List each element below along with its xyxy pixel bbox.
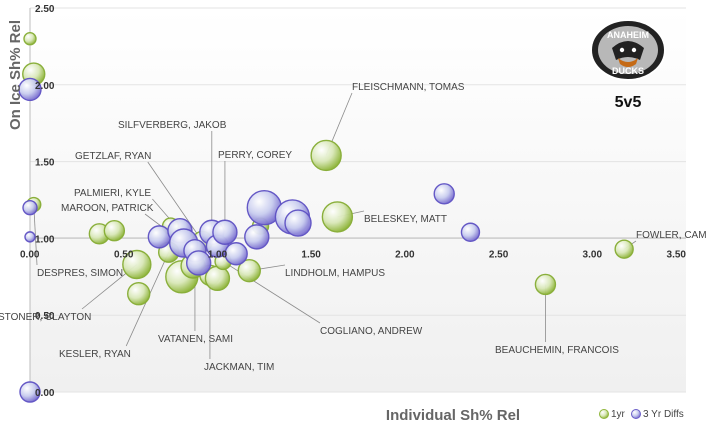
bubble-1yr xyxy=(237,258,261,283)
player-label: GETZLAF, RYAN xyxy=(75,151,151,162)
leader-line xyxy=(147,161,203,242)
bubble-3yr-diff xyxy=(147,225,172,249)
legend-label-3yr: 3 Yr Diffs xyxy=(643,409,684,420)
bubble-3yr-diff xyxy=(22,199,38,216)
game-state-label: 5v5 xyxy=(615,94,642,111)
x-tick-label: 0.50 xyxy=(114,249,134,260)
bubble-1yr xyxy=(534,273,557,296)
player-label: FOWLER, CAM xyxy=(636,230,707,241)
player-label: MAROON, PATRICK xyxy=(61,203,154,214)
bubble-3yr-diff xyxy=(460,222,481,242)
y-tick-label: 1.50 xyxy=(35,158,55,169)
bubble-3yr-diff xyxy=(433,183,455,205)
y-tick-label: 0.50 xyxy=(35,311,55,322)
player-label: SILFVERBERG, JAKOB xyxy=(118,120,227,131)
y-tick-label: 2.00 xyxy=(35,81,55,92)
bubble-1yr xyxy=(122,249,152,280)
x-tick-label: 1.00 xyxy=(208,249,228,260)
player-label: LINDHOLM, HAMPUS xyxy=(285,268,385,279)
x-tick-labels: 0.00 0.50 1.00 1.50 2.00 2.50 3.00 3.50 xyxy=(20,249,686,260)
bubble-1yr xyxy=(103,220,126,242)
legend-label-1yr: 1yr xyxy=(611,409,626,420)
legend-marker-1yr xyxy=(599,409,609,419)
bubble-3yr-diff xyxy=(212,219,238,245)
player-label: FLEISCHMANN, TOMAS xyxy=(352,82,465,93)
bubble-3yr-diff xyxy=(19,381,41,403)
logo-text-top: ANAHEIM xyxy=(607,30,649,40)
player-label: PALMIERI, KYLE xyxy=(74,188,151,199)
logo-text-bottom: DUCKS xyxy=(612,66,644,76)
leader-line xyxy=(33,204,38,266)
x-axis-title: Individual Sh% Rel xyxy=(386,407,520,424)
bubble-1yr xyxy=(23,32,37,46)
x-tick-label: 2.50 xyxy=(489,249,509,260)
duck-mask-icon xyxy=(612,41,644,67)
x-tick-label: 0.00 xyxy=(20,249,40,260)
bubble-1yr xyxy=(321,201,354,233)
x-tick-label: 3.50 xyxy=(667,249,687,260)
bubbles xyxy=(18,32,634,403)
x-tick-label: 2.00 xyxy=(395,249,415,260)
legend: 1yr 3 Yr Diffs xyxy=(599,409,684,420)
bubble-1yr xyxy=(127,281,151,306)
player-label: BELESKEY, MATT xyxy=(364,214,447,225)
player-label: KESLER, RYAN xyxy=(59,349,131,360)
x-tick-label: 1.50 xyxy=(301,249,321,260)
y-tick-label: 2.50 xyxy=(35,4,55,15)
bubble-3yr-diff xyxy=(185,250,212,276)
y-axis-title: On Ice Sh% Rel xyxy=(7,20,24,130)
plot-area xyxy=(30,8,686,392)
y-tick-label: 0.00 xyxy=(35,388,55,399)
player-label: PERRY, COREY xyxy=(218,150,292,161)
bubble-3yr-diff xyxy=(284,209,312,237)
y-tick-labels: 0.00 0.50 1.00 1.50 2.00 2.50 xyxy=(35,4,55,399)
y-tick-label: 1.00 xyxy=(35,234,55,245)
player-label: JACKMAN, TIM xyxy=(204,362,274,373)
player-label: VATANEN, SAMI xyxy=(158,334,233,345)
bubble-3yr-diff xyxy=(224,242,248,266)
player-label: DESPRES, SIMON xyxy=(37,268,123,279)
player-label: STONER, CLAYTON xyxy=(0,312,91,323)
bubble-1yr xyxy=(614,239,634,259)
bubble-1yr xyxy=(310,139,342,172)
bubble-3yr-diff xyxy=(24,231,36,243)
player-labels: FLEISCHMANN, TOMAS SILFVERBERG, JAKOB PERR… xyxy=(0,82,707,373)
bubble-3yr-diff xyxy=(244,224,270,250)
team-logo: ANAHEIM DUCKS xyxy=(590,19,666,81)
bubble-3yr-diff xyxy=(18,77,42,102)
player-label: COGLIANO, ANDREW xyxy=(320,326,423,337)
legend-marker-3yr xyxy=(631,409,641,419)
x-tick-label: 3.00 xyxy=(583,249,603,260)
player-label: BEAUCHEMIN, FRANCOIS xyxy=(495,345,619,356)
